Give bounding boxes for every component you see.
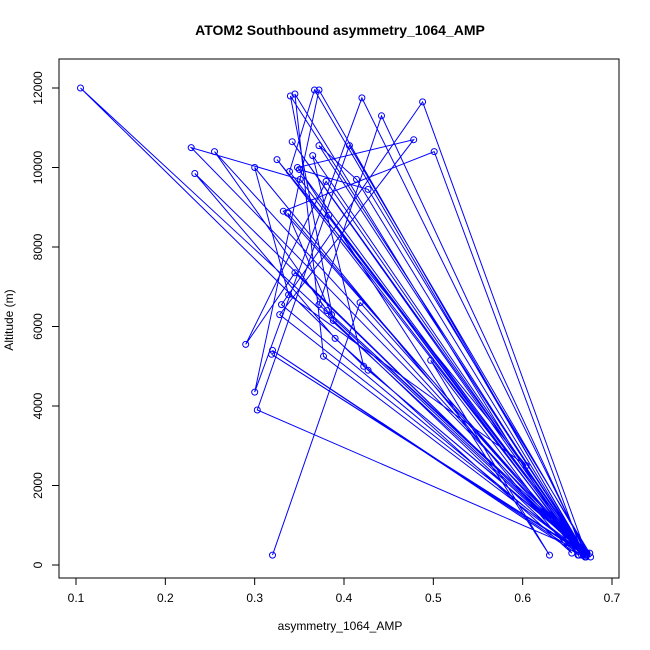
data-point [291,269,299,277]
data-point [315,142,323,150]
data-point [360,362,368,370]
data-point [77,84,84,92]
data-point [581,551,589,559]
data-point [358,94,366,102]
data-point [311,86,318,94]
y-axis: 0 2000 4000 6000 8000 10000 12000 [31,71,60,568]
data-point [251,164,259,171]
data-point [410,136,418,144]
data-point [284,209,292,217]
y-axis-label: Altitude (m) [2,289,16,350]
data-point [546,551,553,559]
data-point [427,356,435,364]
data-point [211,148,218,156]
data-point [251,388,259,396]
data-point [430,148,438,156]
series-line [80,87,592,558]
data-point [309,152,317,160]
data-point [356,299,364,307]
data-point [276,311,284,319]
data-point [345,142,353,150]
data-point [315,301,323,309]
data-point [294,164,301,171]
y-tick-label: 8000 [31,233,45,260]
data-point [191,170,199,177]
chart-title: ATOM2 Southbound asymmetry_1064_AMP [195,22,485,38]
data-point [315,86,323,94]
y-tick-label: 2000 [31,472,45,499]
x-tick-label: 0.7 [604,591,621,605]
data-point [291,90,299,98]
data-point [364,185,372,193]
data-point [568,549,576,557]
y-tick-label: 4000 [31,392,45,419]
y-tick-label: 12000 [31,71,45,105]
data-point [329,317,337,324]
data-point [288,138,296,146]
data-point [242,340,250,348]
y-tick-label: 10000 [31,150,45,184]
data-point [285,291,293,299]
series-layer [77,84,595,561]
data-point [187,144,195,152]
data-point [269,551,276,559]
x-tick-label: 0.2 [157,591,174,605]
x-tick-label: 0.1 [68,591,85,605]
data-point [295,166,303,173]
data-point [269,346,276,354]
x-tick-label: 0.4 [336,591,353,605]
data-point [325,211,333,219]
data-point [322,177,330,185]
data-point [378,112,385,120]
y-tick-label: 0 [31,561,45,568]
data-point [253,406,261,414]
x-axis: 0.1 0.2 0.3 0.4 0.5 0.6 0.7 [68,577,621,605]
y-tick-label: 6000 [31,313,45,340]
data-point [279,207,287,215]
data-point [331,334,339,342]
data-point [364,366,372,374]
x-tick-label: 0.5 [425,591,442,605]
data-point [581,553,589,561]
x-axis-label: asymmetry_1064_AMP [278,619,403,633]
data-point [574,551,582,559]
data-point [522,462,530,470]
data-point [286,92,294,100]
data-point [419,98,427,106]
data-point [296,175,304,183]
x-tick-label: 0.3 [246,591,263,605]
data-point [586,549,594,557]
data-point [583,549,591,557]
x-tick-label: 0.6 [514,591,531,605]
data-point [278,301,285,309]
data-point [273,156,281,164]
data-point [323,307,331,315]
data-point [286,168,293,175]
data-point [320,352,327,360]
data-point [268,350,276,358]
data-point [353,175,360,183]
